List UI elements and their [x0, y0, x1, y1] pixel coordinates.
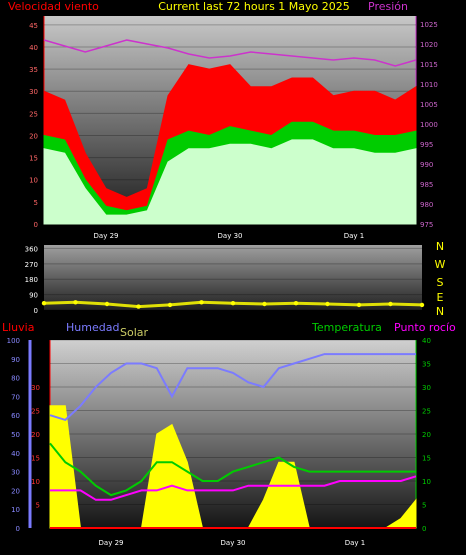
- wind-tick-label: 30: [29, 88, 38, 96]
- pressure-tick-label: 1010: [420, 81, 438, 89]
- temperature-tick-label: 10: [422, 478, 431, 486]
- chart-marks: 0510152025303540459759809859909951000100…: [7, 21, 438, 547]
- humidity-tick-label: 20: [31, 431, 40, 439]
- rain-tick-label: 50: [11, 431, 20, 439]
- wind-tick-label: 10: [29, 177, 38, 185]
- pressure-label: Presión: [368, 0, 408, 13]
- humidity-tick-label: 15: [31, 455, 40, 463]
- wind-tick-label: 20: [29, 132, 38, 140]
- compass-labels: N W S E N: [435, 240, 446, 318]
- wind-tick-label: 0: [34, 221, 38, 229]
- rain-label: Lluvia: [2, 321, 34, 334]
- direction-tick-label: 180: [25, 276, 38, 284]
- direction-tick-label: 90: [29, 292, 38, 300]
- wind-x-tick-label: Day 1: [344, 232, 365, 240]
- wind-x-tick-label: Day 29: [94, 232, 119, 240]
- pressure-tick-label: 990: [420, 161, 433, 169]
- pressure-tick-label: 1025: [420, 21, 438, 29]
- wind-tick-label: 35: [29, 66, 38, 74]
- wind-tick-label: 25: [29, 110, 38, 118]
- humidity-tick-label: 10: [31, 478, 40, 486]
- weather-x-tick-label: Day 29: [99, 539, 124, 547]
- wind-speed-label: Velocidad viento: [8, 0, 99, 13]
- rain-tick-label: 90: [11, 356, 20, 364]
- pressure-tick-label: 980: [420, 201, 433, 209]
- panel-weather-background: [50, 340, 416, 528]
- compass-label: E: [437, 291, 444, 304]
- temperature-tick-label: 0: [422, 525, 426, 533]
- compass-label: W: [435, 258, 446, 271]
- compass-label: N: [436, 240, 444, 253]
- rain-tick-label: 20: [11, 487, 20, 495]
- temperature-tick-label: 25: [422, 408, 431, 416]
- temperature-tick-label: 30: [422, 384, 431, 392]
- direction-tick-label: 270: [25, 261, 38, 269]
- direction-tick-label: 0: [34, 307, 38, 315]
- rain-tick-label: 60: [11, 412, 20, 420]
- solar-label: Solar: [120, 326, 149, 339]
- compass-label: S: [437, 276, 444, 289]
- pressure-tick-label: 1015: [420, 61, 438, 69]
- temperature-tick-label: 15: [422, 455, 431, 463]
- pressure-tick-label: 985: [420, 181, 433, 189]
- rain-tick-label: 0: [16, 525, 20, 533]
- wind-tick-label: 15: [29, 155, 38, 163]
- temperature-tick-label: 35: [422, 361, 431, 369]
- pressure-tick-label: 975: [420, 221, 433, 229]
- rain-tick-label: 70: [11, 393, 20, 401]
- rain-tick-label: 30: [11, 469, 20, 477]
- chart-title: Current last 72 hours 1 Mayo 2025: [158, 0, 350, 13]
- pressure-tick-label: 1020: [420, 41, 438, 49]
- wind-tick-label: 40: [29, 44, 38, 52]
- direction-trace: [43, 300, 423, 309]
- pressure-tick-label: 995: [420, 141, 433, 149]
- temperature-tick-label: 40: [422, 337, 431, 345]
- weather-x-tick-label: Day 1: [345, 539, 366, 547]
- direction-tick-label: 360: [25, 245, 38, 253]
- temperature-line: [49, 442, 416, 497]
- pressure-tick-label: 1000: [420, 121, 438, 129]
- wind-tick-label: 45: [29, 22, 38, 30]
- humidity-line: [49, 353, 416, 422]
- rain-tick-label: 40: [11, 450, 20, 458]
- temperature-tick-label: 20: [422, 431, 431, 439]
- panel-direction-background: [44, 245, 422, 310]
- temperature-label: Temperatura: [311, 321, 382, 334]
- humidity-label: Humedad: [66, 321, 119, 334]
- wind-x-tick-label: Day 30: [218, 232, 243, 240]
- wind-average-area: [43, 139, 417, 225]
- rain-tick-label: 10: [11, 506, 20, 514]
- wind-tick-label: 5: [34, 199, 38, 207]
- humidity-tick-label: 30: [31, 384, 40, 392]
- compass-label: N: [436, 305, 444, 318]
- weather-x-tick-label: Day 30: [221, 539, 246, 547]
- pressure-line: [43, 39, 417, 67]
- humidity-tick-label: 5: [36, 502, 40, 510]
- rain-tick-label: 100: [7, 337, 20, 345]
- pressure-tick-label: 1005: [420, 101, 438, 109]
- dewpoint-label: Punto rocío: [394, 321, 456, 334]
- rain-tick-label: 80: [11, 375, 20, 383]
- dewpoint-line: [50, 475, 417, 501]
- temperature-tick-label: 5: [422, 502, 426, 510]
- humidity-tick-label: 25: [31, 408, 40, 416]
